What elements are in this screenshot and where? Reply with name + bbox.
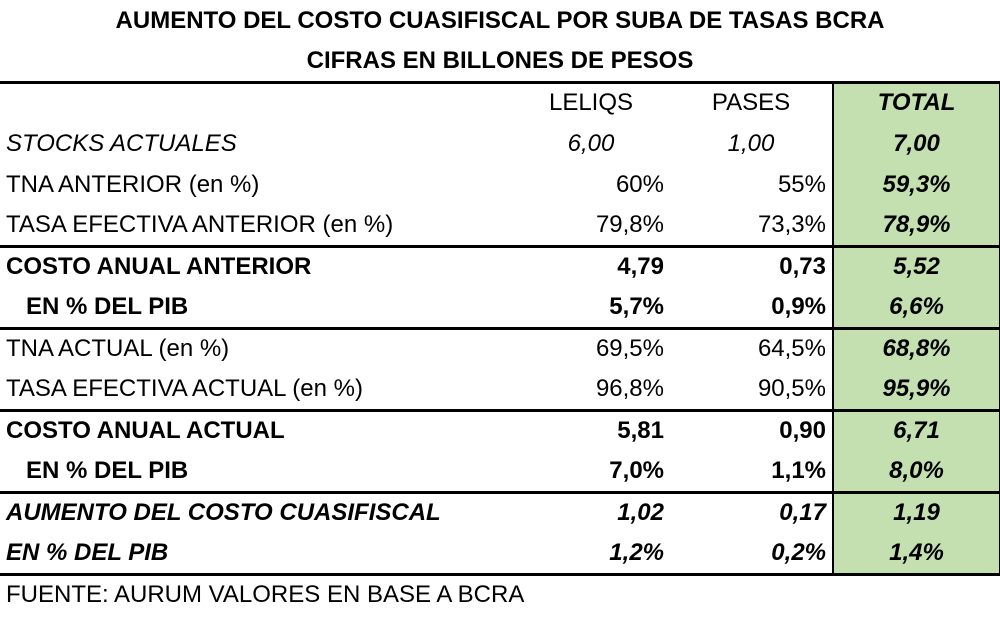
cell: 1,02 bbox=[512, 490, 670, 533]
subtitle: CIFRAS EN BILLONES DE PESOS bbox=[306, 46, 694, 74]
row-label: TNA ANTERIOR (en %) bbox=[6, 170, 260, 198]
cell: 7,0% bbox=[609, 456, 664, 484]
header-cell: PASES bbox=[670, 80, 833, 123]
cell: 96,8% bbox=[595, 374, 664, 402]
footer-row: FUENTE: AURUM VALORES EN BASE A BCRA bbox=[0, 572, 1000, 615]
cell: 6,71 bbox=[831, 408, 1000, 451]
table: AUMENTO DEL COSTO CUASIFISCAL POR SUBA D… bbox=[0, 0, 1000, 615]
cell: 1,4% bbox=[831, 533, 1000, 574]
data-row: TASA EFECTIVA ANTERIOR (en %) 79,8% 73,3% 7… bbox=[0, 205, 1000, 246]
data-row: COSTO ANUAL ANTERIOR 4,79 0,73 5,52 bbox=[0, 244, 1000, 287]
header-cell: TOTAL bbox=[831, 80, 1000, 123]
cell: 0,2% bbox=[771, 538, 826, 566]
cell: 5,7% bbox=[609, 292, 664, 320]
title-row: CIFRAS EN BILLONES DE PESOS bbox=[0, 41, 1000, 82]
cell: 0,17 bbox=[670, 490, 833, 533]
source: FUENTE: AURUM VALORES EN BASE A BCRA bbox=[0, 572, 1000, 615]
cell: 68,8% bbox=[831, 326, 1000, 369]
data-row: EN % DEL PIB 5,7% 0,9% 6,6% bbox=[0, 287, 1000, 328]
row-label: EN % DEL PIB bbox=[26, 292, 189, 320]
cell: 5,52 bbox=[831, 244, 1000, 287]
cell: 8,0% bbox=[831, 451, 1000, 492]
cell: 60% bbox=[615, 170, 664, 198]
row-label: EN % DEL PIB bbox=[26, 456, 189, 484]
data-row: COSTO ANUAL ACTUAL 5,81 0,90 6,71 bbox=[0, 408, 1000, 451]
cell: 69,5% bbox=[512, 326, 670, 369]
row-label: TASA EFECTIVA ACTUAL (en %) bbox=[6, 374, 363, 402]
data-row: STOCKS ACTUALES 6,00 1,00 7,00 bbox=[0, 123, 1000, 164]
row-label: COSTO ANUAL ANTERIOR bbox=[0, 244, 512, 287]
title: AUMENTO DEL COSTO CUASIFISCAL POR SUBA D… bbox=[115, 6, 885, 34]
cell: 59,3% bbox=[831, 164, 1000, 205]
header-blank bbox=[0, 80, 512, 123]
cell: 78,9% bbox=[831, 205, 1000, 246]
cell: 6,00 bbox=[567, 129, 615, 157]
cell: 1,1% bbox=[771, 456, 826, 484]
row-label: AUMENTO DEL COSTO CUASIFISCAL bbox=[0, 490, 512, 533]
row-label: TNA ACTUAL (en %) bbox=[0, 326, 512, 369]
cell: 4,79 bbox=[512, 244, 670, 287]
data-row: TNA ANTERIOR (en %) 60% 55% 59,3% bbox=[0, 164, 1000, 205]
data-row: AUMENTO DEL COSTO CUASIFISCAL 1,02 0,17 1,1… bbox=[0, 490, 1000, 533]
cell: 1,00 bbox=[727, 129, 775, 157]
header-cell: LELIQS bbox=[512, 80, 670, 123]
cell: 6,6% bbox=[831, 287, 1000, 328]
cell: 1,19 bbox=[831, 490, 1000, 533]
cell: 1,2% bbox=[609, 538, 664, 566]
cell: 0,9% bbox=[771, 292, 826, 320]
row-label: COSTO ANUAL ACTUAL bbox=[0, 408, 512, 451]
cell: 0,73 bbox=[670, 244, 833, 287]
data-row: EN % DEL PIB 1,2% 0,2% 1,4% bbox=[0, 533, 1000, 574]
cell: 5,81 bbox=[512, 408, 670, 451]
data-row: TASA EFECTIVA ACTUAL (en %) 96,8% 90,5% 95,… bbox=[0, 369, 1000, 410]
cell: 95,9% bbox=[831, 369, 1000, 410]
cell: 7,00 bbox=[831, 123, 1000, 164]
cell: 55% bbox=[777, 170, 826, 198]
cell: 64,5% bbox=[670, 326, 833, 369]
cell: 0,90 bbox=[670, 408, 833, 451]
cell: 79,8% bbox=[595, 210, 664, 238]
title-row: AUMENTO DEL COSTO CUASIFISCAL POR SUBA D… bbox=[0, 0, 1000, 41]
row-label: EN % DEL PIB bbox=[6, 538, 169, 566]
data-row: TNA ACTUAL (en %) 69,5% 64,5% 68,8% bbox=[0, 326, 1000, 369]
data-row: EN % DEL PIB 7,0% 1,1% 8,0% bbox=[0, 451, 1000, 492]
cell: 73,3% bbox=[757, 210, 826, 238]
header-row: LELIQS PASES TOTAL bbox=[0, 80, 1000, 123]
row-label: STOCKS ACTUALES bbox=[6, 129, 237, 157]
row-label: TASA EFECTIVA ANTERIOR (en %) bbox=[6, 210, 394, 238]
cell: 90,5% bbox=[757, 374, 826, 402]
